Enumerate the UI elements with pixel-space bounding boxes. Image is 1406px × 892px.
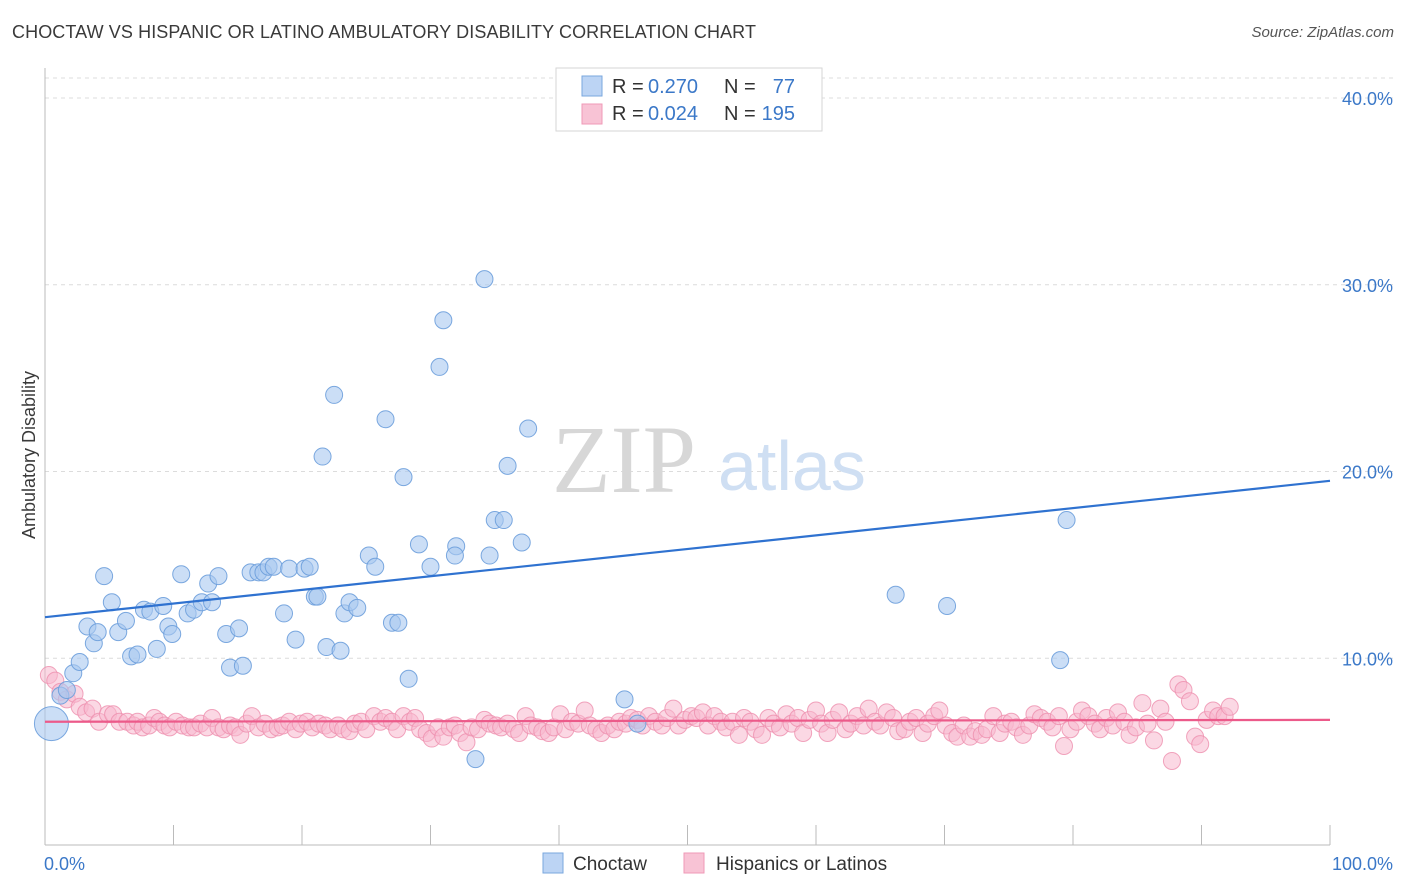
choctaw-point xyxy=(409,535,428,554)
choctaw-point xyxy=(128,645,147,664)
x-tick-label-max: 100.0% xyxy=(1332,854,1393,874)
choctaw-point xyxy=(325,385,344,404)
hispanic-point xyxy=(1133,694,1152,713)
choctaw-point xyxy=(1057,511,1076,530)
choctaw-point xyxy=(280,559,299,578)
choctaw-point xyxy=(209,567,228,586)
choctaw-point xyxy=(102,593,121,612)
chart-source: Source: ZipAtlas.com xyxy=(1251,24,1394,41)
y-axis-label: Ambulatory Disability xyxy=(19,371,39,539)
choctaw-point xyxy=(286,630,305,649)
watermark-zip: ZIP xyxy=(552,406,696,513)
y-tick-label: 20.0% xyxy=(1342,463,1393,483)
hispanic-point xyxy=(1156,712,1175,731)
hispanic-point xyxy=(575,701,594,720)
choctaw-point xyxy=(519,419,538,438)
choctaw-point xyxy=(494,511,513,530)
hispanic-point xyxy=(1180,692,1199,711)
choctaw-point xyxy=(308,587,327,606)
hispanic-point xyxy=(729,725,748,744)
choctaw-point xyxy=(366,557,385,576)
choctaw-point xyxy=(300,557,319,576)
hispanic-trend-line xyxy=(44,718,1331,723)
hispanic-point xyxy=(1138,714,1157,733)
legend-r-value-1: 0.270 xyxy=(648,76,698,98)
choctaw-point xyxy=(147,639,166,658)
choctaw-point xyxy=(331,641,350,660)
hispanic-point xyxy=(1055,737,1074,756)
choctaw-point xyxy=(57,680,76,699)
choctaw-point xyxy=(399,669,418,688)
y-tick-label: 40.0% xyxy=(1342,89,1393,109)
choctaw-point xyxy=(264,557,283,576)
choctaw-point xyxy=(466,750,485,769)
choctaw-point xyxy=(313,447,332,466)
choctaw-point xyxy=(95,567,114,586)
y-tick-label: 10.0% xyxy=(1342,649,1393,669)
hispanic-point xyxy=(1049,707,1068,726)
choctaw-point xyxy=(230,619,249,638)
bottom-legend-hispanic: Hispanics or Latinos xyxy=(716,854,887,875)
choctaw-point xyxy=(172,565,191,584)
choctaw-point xyxy=(445,546,464,565)
choctaw-trend-line xyxy=(44,479,1331,619)
choctaw-point xyxy=(480,546,499,565)
choctaw-point xyxy=(348,598,367,617)
bottom-legend-swatch-hispanic xyxy=(683,852,705,874)
hispanic-point xyxy=(1220,697,1239,716)
choctaw-point xyxy=(233,656,252,675)
watermark: ZIP atlas xyxy=(552,406,866,513)
choctaw-point xyxy=(376,410,395,429)
legend-n-label-2: N = xyxy=(724,103,756,125)
hispanic-point xyxy=(930,701,949,720)
choctaw-point xyxy=(70,652,89,671)
choctaw-point xyxy=(1051,651,1070,670)
legend-n-value-2: 195 xyxy=(762,103,795,125)
legend-swatch-hispanic xyxy=(581,103,603,125)
trend-lines xyxy=(44,479,1331,723)
choctaw-point xyxy=(203,593,222,612)
hispanic-point xyxy=(1191,735,1210,754)
hispanic-point xyxy=(1144,731,1163,750)
legend-swatch-choctaw xyxy=(581,75,603,97)
choctaw-point xyxy=(430,357,449,376)
choctaw-point xyxy=(512,533,531,552)
choctaw-point xyxy=(434,311,453,330)
hispanic-point xyxy=(753,725,772,744)
legend-n-label-1: N = xyxy=(724,76,756,98)
bottom-legend-swatch-choctaw xyxy=(542,852,564,874)
choctaw-point xyxy=(938,596,957,615)
choctaw-point xyxy=(886,585,905,604)
choctaw-point xyxy=(615,690,634,709)
legend-n-value-1: 77 xyxy=(773,76,795,98)
choctaw-point xyxy=(475,270,494,289)
top-legend: R = 0.270 N = 77 R = 0.024 N = 195 xyxy=(555,67,823,132)
hispanic-point xyxy=(1162,751,1181,770)
choctaw-point xyxy=(163,624,182,643)
choctaw-point xyxy=(116,611,135,630)
y-tick-label: 30.0% xyxy=(1342,276,1393,296)
choctaw-point xyxy=(275,604,294,623)
legend-r-value-2: 0.024 xyxy=(648,103,698,125)
legend-r-label-2: R = xyxy=(612,103,644,125)
choctaw-point xyxy=(498,456,517,475)
choctaw-point xyxy=(421,557,440,576)
choctaw-points xyxy=(33,270,1076,769)
choctaw-point xyxy=(394,468,413,487)
hispanic-point xyxy=(664,699,683,718)
choctaw-point xyxy=(628,714,647,733)
watermark-atlas: atlas xyxy=(718,427,866,505)
legend-r-label-1: R = xyxy=(612,76,644,98)
bottom-legend-choctaw: Choctaw xyxy=(573,854,647,875)
chart-title: CHOCTAW VS HISPANIC OR LATINO AMBULATORY… xyxy=(12,22,757,42)
choctaw-point xyxy=(88,623,107,642)
x-tick-label-min: 0.0% xyxy=(44,854,85,874)
choctaw-point xyxy=(33,706,69,742)
bottom-legend: Choctaw Hispanics or Latinos xyxy=(542,852,887,875)
choctaw-point xyxy=(389,613,408,632)
hispanic-point xyxy=(457,733,476,752)
